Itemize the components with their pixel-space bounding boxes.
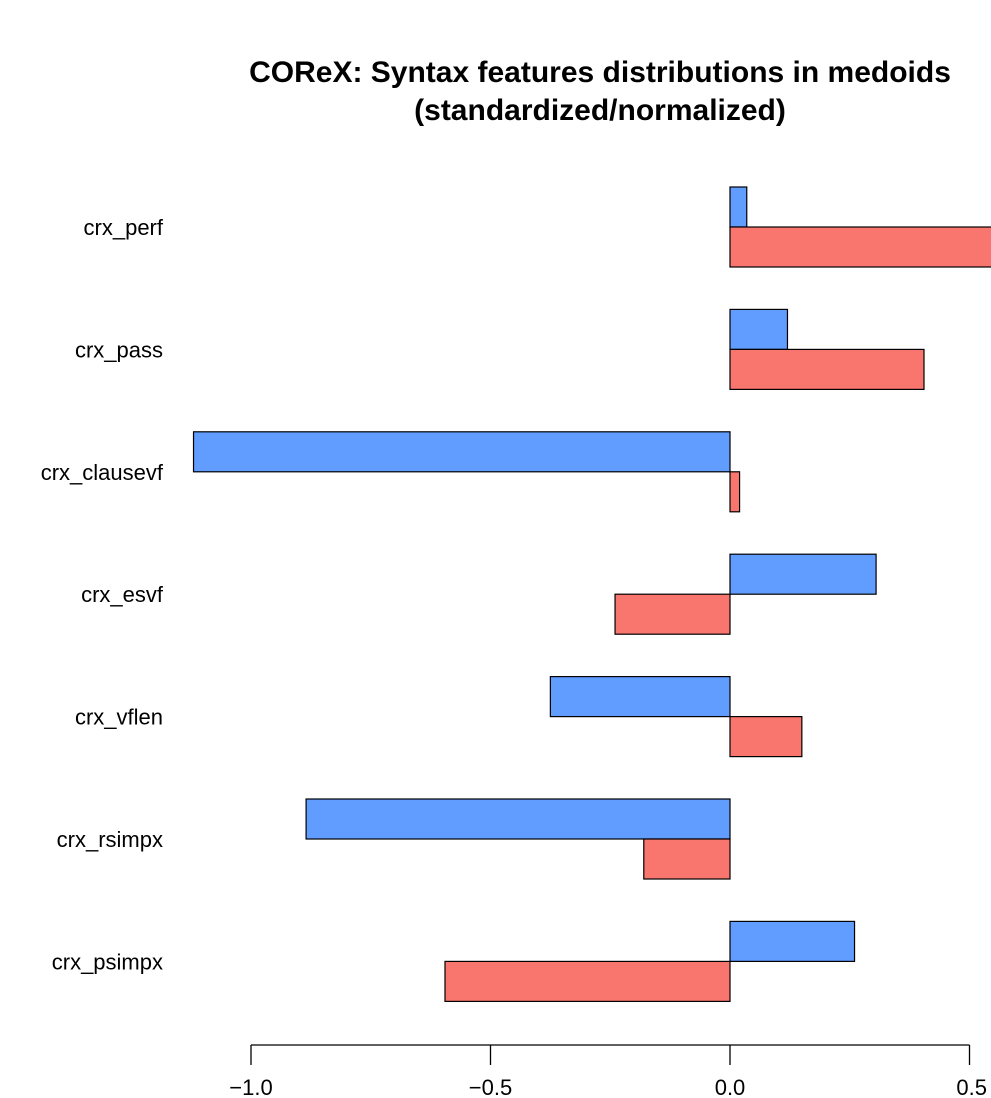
bar-blue-crx_clausevf [192,431,731,473]
chart-title: COReX: Syntax features distributions in … [249,56,951,89]
bar-red-crx_perf [729,226,991,268]
category-label: crx_esvf [81,582,164,607]
category-label: crx_perf [84,215,164,240]
bar-red-crx_psimpx [444,960,731,1003]
x-tick-label: 0.5 [956,1075,987,1098]
x-tick-label: −1.0 [229,1075,272,1098]
bar-red-crx_esvf [614,593,731,635]
category-labels: crx_perf crx_pass crx_clausevf crx_esvf crx_… [41,215,164,974]
category-label: crx_clausevf [41,460,164,485]
x-tick-label: 0.0 [715,1075,746,1098]
category-label: crx_rsimpx [57,827,163,852]
bar-red-crx_pass [729,348,925,390]
x-axis: −1.0 −0.5 0.0 0.5 [229,1044,987,1098]
bar-blue-crx_perf [729,186,748,228]
bars-layer [192,186,991,1003]
x-tick-label: −0.5 [469,1075,512,1098]
bar-red-crx_clausevf [729,471,741,513]
category-label: crx_pass [75,337,163,362]
bar-blue-crx_psimpx [729,920,856,963]
chart-subtitle: (standardized/normalized) [414,94,786,127]
category-label: crx_vflen [75,705,163,730]
bar-red-crx_rsimpx [643,838,731,880]
bar-blue-crx_vflen [549,675,731,718]
category-label: crx_psimpx [52,949,163,974]
bar-blue-crx_rsimpx [305,798,731,840]
bar-red-crx_vflen [729,715,803,758]
bar-blue-crx_esvf [729,553,877,595]
bar-blue-crx_pass [729,308,789,350]
